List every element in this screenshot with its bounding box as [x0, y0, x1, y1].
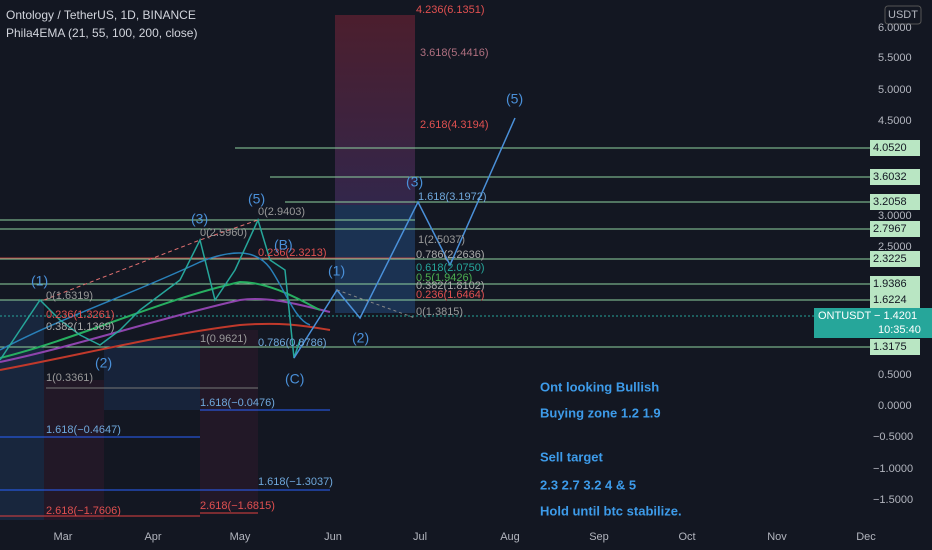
chart-title: Ontology / TetherUS, 1D, BINANCE — [6, 8, 196, 22]
note: Sell target — [540, 449, 604, 464]
wave-label: (5) — [506, 91, 523, 107]
price-tag: 2.3225 — [873, 253, 907, 265]
note: Hold until btc stabilize. — [540, 503, 682, 518]
wave-label: (1) — [31, 273, 48, 289]
price-tag: 3.6032 — [873, 171, 907, 183]
fib-label: 0.236(1.6464) — [416, 289, 485, 301]
price-tag: 4.0520 — [873, 142, 907, 154]
fib-label: 2.618(−1.6815) — [200, 500, 275, 512]
wave-label: (C) — [285, 371, 304, 387]
fib-label: 2.618(−1.7606) — [46, 505, 121, 517]
time-axis: Mar Apr May Jun Jul Aug Sep Oct Nov Dec — [54, 531, 877, 543]
wave-label: (B) — [274, 237, 293, 253]
fib-label: 1.618(−0.0476) — [200, 397, 275, 409]
price-label: 0.0000 — [878, 400, 912, 412]
wave-label: (3) — [191, 211, 208, 227]
price-tag: 1.9386 — [873, 278, 907, 290]
fib-label: 2.618(4.3194) — [420, 119, 489, 131]
fib-label: 0(2.5960) — [200, 227, 247, 239]
time-label: Dec — [856, 531, 876, 543]
price-label: 4.5000 — [878, 115, 912, 127]
symbol-price: ONTUSDT − 1.4201 — [818, 310, 917, 322]
fib-label: 0.236(2.3213) — [258, 247, 327, 259]
fib-zone — [104, 340, 200, 410]
fib-label: 0.382(1.8102) — [416, 280, 485, 292]
currency: USDT — [888, 9, 918, 21]
fib-label: 3.618(5.4416) — [420, 47, 489, 59]
fib-zone — [0, 300, 44, 520]
price-label: 2.5000 — [878, 241, 912, 253]
fib-label: 0.786(2.2636) — [416, 249, 485, 261]
price-label: 6.0000 — [878, 22, 912, 34]
note: Buying zone 1.2 1.9 — [540, 405, 661, 420]
wave-labels: (1) (2) (3) (5) (B) (C) (1) (2) (3) (5) — [31, 91, 523, 387]
fib-label: 0.786(0.8786) — [258, 337, 327, 349]
countdown: 10:35:40 — [878, 324, 921, 336]
price-tag: 1.6224 — [873, 294, 907, 306]
price-label: 3.0000 — [878, 210, 912, 222]
fib-label: 1(2.5037) — [418, 234, 465, 246]
fib-label: 1(0.9621) — [200, 333, 247, 345]
fib-label: 1(0.3361) — [46, 372, 93, 384]
price-tags: 4.0520 3.6032 3.2058 2.7967 2.3225 1.938… — [814, 140, 932, 355]
fib-label: 0.236(1.3261) — [46, 309, 115, 321]
time-label: Jun — [324, 531, 342, 543]
price-label: −0.5000 — [873, 431, 913, 443]
fib-label: 0(1.6319) — [46, 290, 93, 302]
fib-label: 1.618(3.1972) — [418, 191, 487, 203]
time-label: Aug — [500, 531, 520, 543]
note: 2.3 2.7 3.2 4 & 5 — [540, 477, 636, 492]
wave-label: (2) — [95, 355, 112, 371]
fib-label: 1.618(−1.3037) — [258, 476, 333, 488]
note: Ont looking Bullish — [540, 379, 659, 394]
indicator-title: Phila4EMA (21, 55, 100, 200, close) — [6, 26, 197, 40]
fib-label: 0.382(1.1369) — [46, 321, 115, 333]
price-label: 5.5000 — [878, 52, 912, 64]
fib-labels: 4.236(6.1351) 3.618(5.4416) 2.618(4.3194… — [46, 4, 489, 517]
time-label: Oct — [678, 531, 695, 543]
time-label: Jul — [413, 531, 427, 543]
fib-label: 0.618(2.0750) — [416, 262, 485, 274]
fib-label: 0(2.9403) — [258, 206, 305, 218]
time-label: Nov — [767, 531, 787, 543]
levels — [0, 147, 870, 517]
price-tag: 2.7967 — [873, 223, 907, 235]
wave-label: (2) — [352, 330, 369, 346]
wave-label: (1) — [328, 263, 345, 279]
time-label: May — [230, 531, 251, 543]
price-axis-labels: 6.0000 5.5000 5.0000 4.5000 3.0000 2.500… — [873, 22, 913, 506]
price-tag: 1.3175 — [873, 341, 907, 353]
price-label: 0.5000 — [878, 369, 912, 381]
wave-label: (5) — [248, 191, 265, 207]
notes: Ont looking Bullish Buying zone 1.2 1.9 … — [540, 379, 682, 518]
price-axis — [870, 0, 932, 550]
price-label: −1.0000 — [873, 463, 913, 475]
fib-zone — [335, 15, 415, 205]
wave-label: (3) — [406, 174, 423, 190]
fib-label: 4.236(6.1351) — [416, 4, 485, 16]
fib-zone — [44, 380, 104, 520]
time-label: Mar — [54, 531, 73, 543]
fib-label: 0(1.3815) — [416, 306, 463, 318]
currency-box — [884, 5, 922, 25]
price-tag: 3.2058 — [873, 196, 907, 208]
time-label: Sep — [589, 531, 609, 543]
fib-zone — [200, 330, 258, 510]
price-label: −1.5000 — [873, 494, 913, 506]
time-label: Apr — [144, 531, 161, 543]
indicators — [0, 117, 516, 371]
price-label: 5.0000 — [878, 84, 912, 96]
fib-label: 1.618(−0.4647) — [46, 424, 121, 436]
fib-label: 0.5(1.9426) — [416, 272, 472, 284]
